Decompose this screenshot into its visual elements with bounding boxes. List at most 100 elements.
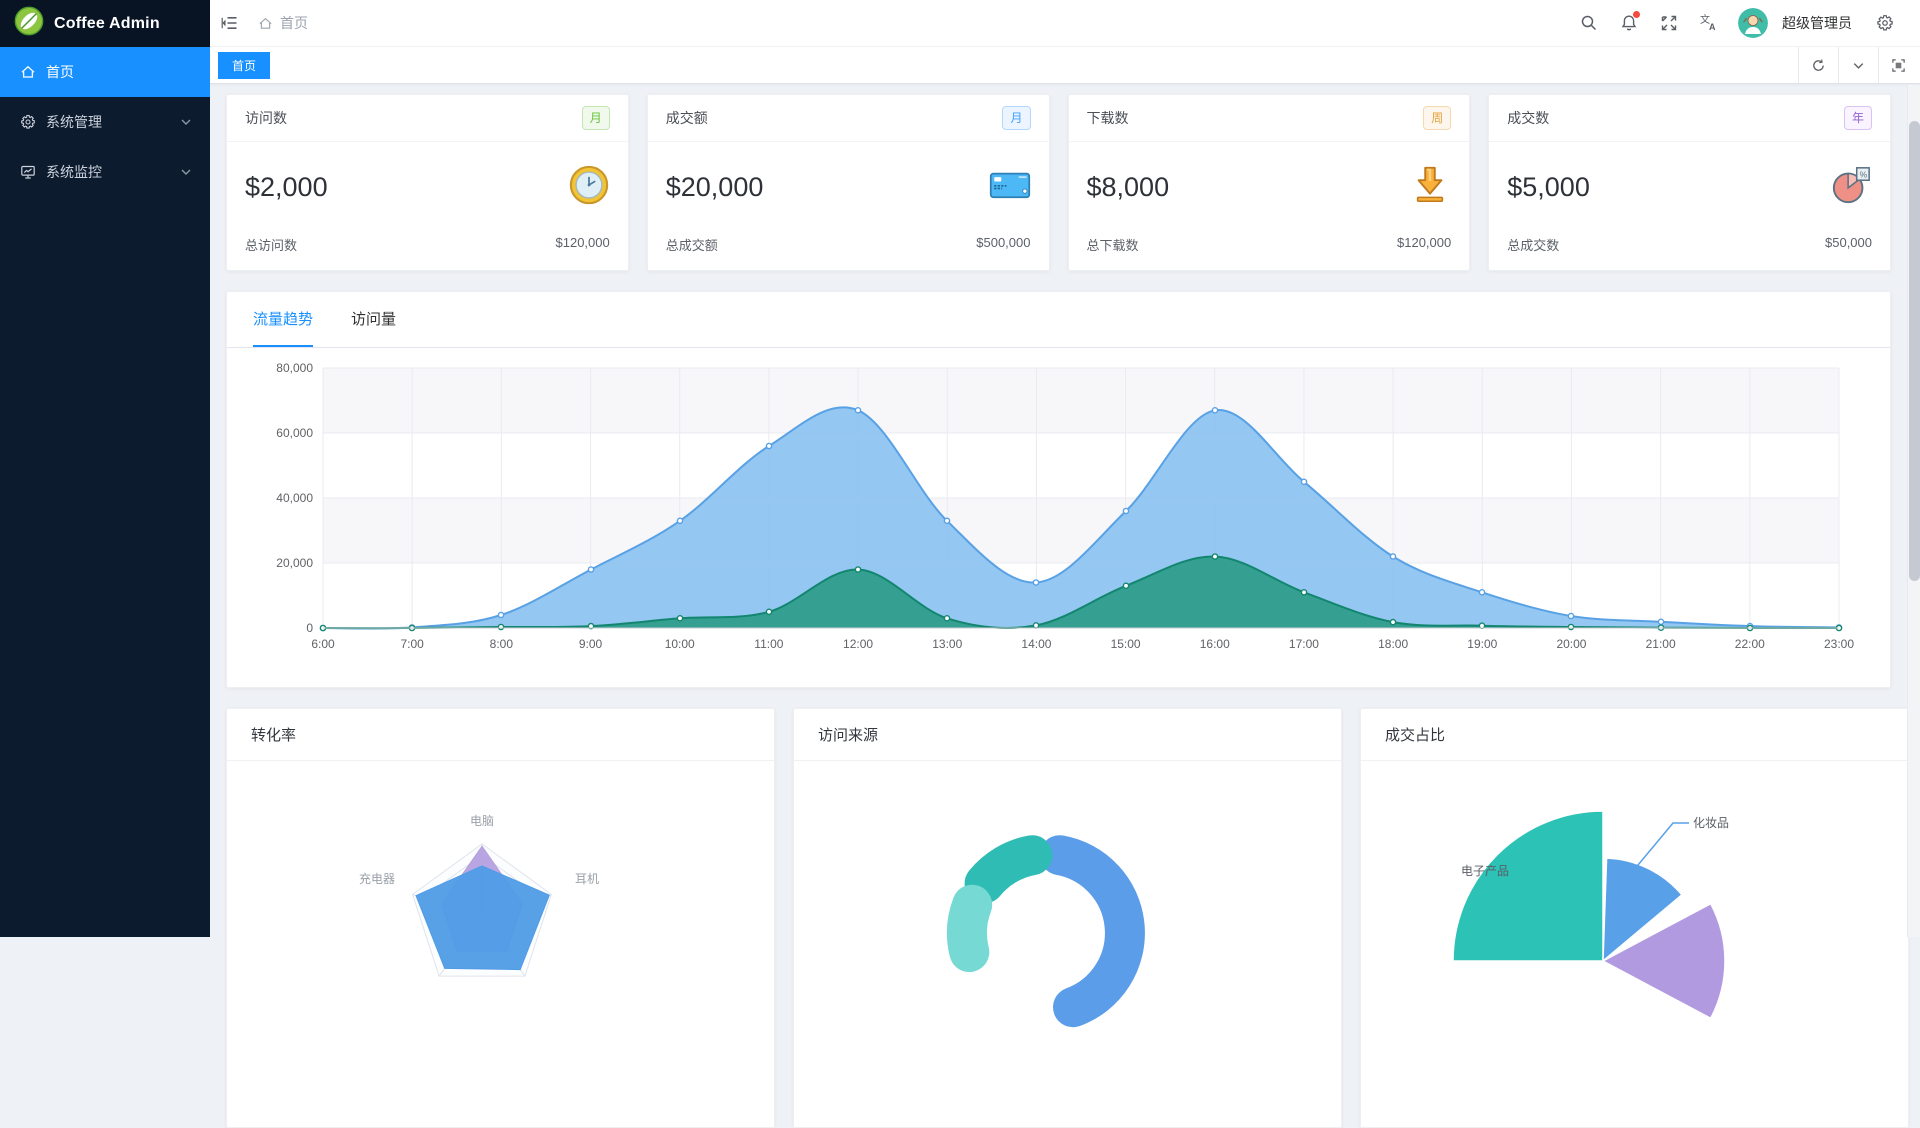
conversion-radar-chart[interactable]: 电脑充电器耳机 bbox=[227, 761, 774, 1081]
stat-value: $8,000 bbox=[1087, 172, 1170, 203]
tabs-dropdown-button[interactable] bbox=[1838, 47, 1878, 83]
svg-text:23:00: 23:00 bbox=[1824, 637, 1854, 651]
visit-source-donut-chart[interactable] bbox=[794, 761, 1341, 1081]
svg-text:15:00: 15:00 bbox=[1111, 637, 1141, 651]
leaf-logo-icon bbox=[14, 6, 44, 41]
sidebar: Coffee Admin 首页 系统管理 系统监控 bbox=[0, 0, 210, 937]
stat-card-downloads: 下载数 周 $8,000 总下载数 $120,000 bbox=[1068, 94, 1471, 271]
svg-text:22:00: 22:00 bbox=[1735, 637, 1765, 651]
svg-text:60,000: 60,000 bbox=[276, 426, 313, 440]
period-badge[interactable]: 周 bbox=[1423, 106, 1451, 130]
sidebar-item-label: 系统管理 bbox=[46, 112, 168, 132]
fold-icon bbox=[221, 14, 239, 32]
sidebar-item-home[interactable]: 首页 bbox=[0, 47, 210, 97]
svg-text:21:00: 21:00 bbox=[1646, 637, 1676, 651]
notifications-button[interactable] bbox=[1612, 6, 1646, 40]
fullscreen-icon bbox=[1660, 14, 1678, 32]
breadcrumb-label: 首页 bbox=[280, 13, 308, 33]
translate-icon: 文 A bbox=[1700, 14, 1718, 32]
stat-footer-label: 总访问数 bbox=[245, 235, 297, 254]
svg-text:40,000: 40,000 bbox=[276, 491, 313, 505]
logo-row[interactable]: Coffee Admin bbox=[0, 0, 210, 47]
sidebar-fold-button[interactable] bbox=[210, 0, 250, 46]
top-header: 首页 文 A bbox=[210, 0, 1920, 47]
period-badge[interactable]: 月 bbox=[1002, 106, 1030, 130]
stat-value: $2,000 bbox=[245, 172, 328, 203]
svg-text:20,000: 20,000 bbox=[276, 556, 313, 570]
avatar[interactable] bbox=[1738, 8, 1768, 38]
stat-footer-value: $120,000 bbox=[556, 235, 610, 254]
sidebar-item-label: 系统监控 bbox=[46, 162, 168, 182]
notification-badge bbox=[1633, 11, 1640, 18]
stat-card-title: 成交额 bbox=[666, 108, 708, 128]
panel-title: 访问来源 bbox=[794, 709, 1341, 761]
svg-text:12:00: 12:00 bbox=[843, 637, 873, 651]
stat-card-title: 下载数 bbox=[1087, 108, 1129, 128]
scrollbar-thumb[interactable] bbox=[1909, 121, 1920, 581]
trend-tabs: 流量趋势 访问量 bbox=[227, 292, 1890, 348]
svg-text:9:00: 9:00 bbox=[579, 637, 603, 651]
pie-percent-icon: % bbox=[1830, 164, 1872, 211]
tab-traffic-trend[interactable]: 流量趋势 bbox=[253, 292, 313, 347]
sidebar-item-label: 首页 bbox=[46, 62, 194, 82]
window-scrollbar[interactable] bbox=[1907, 85, 1920, 937]
svg-text:7:00: 7:00 bbox=[400, 637, 424, 651]
clock-icon bbox=[568, 164, 610, 211]
sidebar-item-system-monitor[interactable]: 系统监控 bbox=[0, 147, 210, 197]
visit-source-card: 访问来源 bbox=[793, 708, 1342, 1128]
conversion-card: 转化率 电脑充电器耳机 bbox=[226, 708, 775, 1128]
stat-value: $20,000 bbox=[666, 172, 764, 203]
fullscreen-button[interactable] bbox=[1652, 6, 1686, 40]
bottom-cards-row: 转化率 电脑充电器耳机 访问来源 成交占比 电子产品化妆品 bbox=[226, 708, 1891, 1128]
svg-text:20:00: 20:00 bbox=[1556, 637, 1586, 651]
breadcrumb[interactable]: 首页 bbox=[258, 13, 308, 33]
sidebar-item-system-admin[interactable]: 系统管理 bbox=[0, 97, 210, 147]
home-icon bbox=[20, 64, 36, 80]
view-tab-home[interactable]: 首页 bbox=[218, 52, 270, 79]
svg-text:18:00: 18:00 bbox=[1378, 637, 1408, 651]
refresh-button[interactable] bbox=[1798, 47, 1838, 83]
gear-icon bbox=[1876, 14, 1894, 32]
credit-card-icon bbox=[989, 164, 1031, 211]
svg-text:%: % bbox=[1860, 169, 1868, 179]
monitor-icon bbox=[20, 164, 36, 180]
content-maximize-button[interactable] bbox=[1878, 47, 1918, 83]
stat-card-visits: 访问数 月 $2,000 总访问数 $120,000 bbox=[226, 94, 629, 271]
stat-footer-value: $500,000 bbox=[976, 235, 1030, 254]
panel-title: 成交占比 bbox=[1361, 709, 1908, 761]
tab-visits[interactable]: 访问量 bbox=[351, 292, 396, 347]
svg-text:16:00: 16:00 bbox=[1200, 637, 1230, 651]
main-content: 访问数 月 $2,000 总访问数 $120,000 bbox=[210, 84, 1907, 1128]
deal-share-pie-chart[interactable]: 电子产品化妆品 bbox=[1361, 761, 1908, 1081]
maximize-icon bbox=[1891, 58, 1906, 73]
stat-footer-label: 总成交额 bbox=[666, 235, 718, 254]
svg-text:0: 0 bbox=[306, 621, 313, 635]
svg-text:10:00: 10:00 bbox=[665, 637, 695, 651]
search-button[interactable] bbox=[1572, 6, 1606, 40]
tabs-bar: 首页 bbox=[210, 47, 1920, 84]
chevron-down-icon bbox=[178, 164, 194, 180]
svg-text:A: A bbox=[1709, 22, 1716, 32]
period-badge[interactable]: 年 bbox=[1844, 106, 1872, 130]
svg-text:14:00: 14:00 bbox=[1021, 637, 1051, 651]
stat-footer-value: $50,000 bbox=[1825, 235, 1872, 254]
svg-text:80,000: 80,000 bbox=[276, 361, 313, 375]
language-switch-button[interactable]: 文 A bbox=[1692, 6, 1726, 40]
stat-value: $5,000 bbox=[1507, 172, 1590, 203]
stat-footer-label: 总成交数 bbox=[1507, 235, 1559, 254]
chevron-down-icon bbox=[1851, 58, 1866, 73]
svg-text:11:00: 11:00 bbox=[754, 637, 783, 651]
tab-actions bbox=[1798, 47, 1918, 83]
settings-button[interactable] bbox=[1868, 6, 1902, 40]
username[interactable]: 超级管理员 bbox=[1782, 13, 1852, 33]
header-actions: 文 A 超级管理员 bbox=[1572, 6, 1920, 40]
refresh-icon bbox=[1811, 58, 1826, 73]
chevron-down-icon bbox=[178, 114, 194, 130]
svg-text:耳机: 耳机 bbox=[575, 872, 599, 886]
stat-footer-label: 总下载数 bbox=[1087, 235, 1139, 254]
stat-card-title: 成交数 bbox=[1507, 108, 1549, 128]
stat-cards-row: 访问数 月 $2,000 总访问数 $120,000 bbox=[226, 94, 1891, 271]
period-badge[interactable]: 月 bbox=[582, 106, 610, 130]
svg-text:13:00: 13:00 bbox=[932, 637, 962, 651]
